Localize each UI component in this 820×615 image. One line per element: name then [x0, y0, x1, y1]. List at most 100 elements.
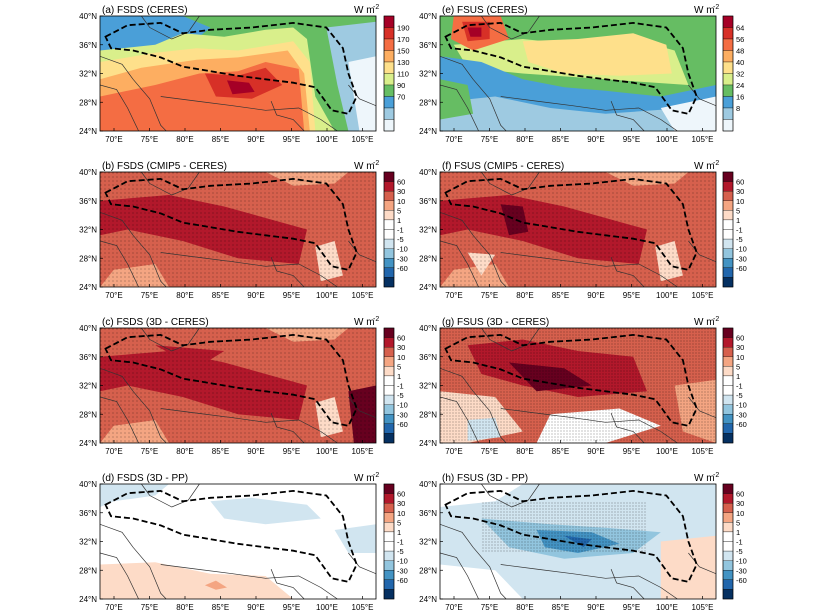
colorbar-swatch	[383, 493, 395, 504]
lon-tick-label: 105°E	[692, 447, 714, 456]
colorbar-label: -5	[736, 391, 743, 400]
significance-stipple	[440, 172, 716, 287]
border-line	[100, 396, 139, 443]
lon-tick-label: 100°E	[656, 447, 678, 456]
lat-tick-label: 32°N	[79, 382, 97, 391]
colorbar-label: 10	[397, 353, 405, 362]
colorbar-label: 1	[736, 372, 740, 381]
border-line	[270, 412, 305, 443]
field-contour	[204, 580, 227, 590]
colorbar-label: -10	[736, 401, 747, 410]
lon-tick-label: 95°E	[623, 135, 640, 144]
plateau-outline	[104, 21, 358, 115]
field-contour	[227, 80, 255, 95]
colorbar-label: -60	[736, 420, 747, 429]
plateau-outline	[104, 489, 358, 583]
colorbar-label: 10	[397, 509, 405, 518]
colorbar-label: 1	[736, 216, 740, 225]
lon-tick-label: 100°E	[316, 291, 338, 300]
colorbar-label: 110	[397, 70, 409, 79]
field-contour	[348, 56, 376, 131]
colorbar-frame	[722, 15, 734, 132]
lat-tick-label: 24°N	[419, 127, 437, 136]
colorbar-frame	[722, 171, 734, 288]
colorbar-swatch	[383, 229, 395, 240]
colorbar-label: -60	[397, 264, 408, 273]
colorbar-swatch	[383, 73, 395, 86]
map-field	[100, 172, 376, 287]
colorbar-swatch	[383, 38, 395, 51]
colorbar-swatch	[722, 258, 734, 268]
colorbar-swatch	[383, 107, 395, 120]
colorbar-label: -5	[397, 235, 404, 244]
colorbar-swatch	[383, 414, 395, 424]
lon-tick-label: 80°E	[516, 135, 533, 144]
lat-tick-label: 40°N	[79, 324, 97, 333]
lat-tick-label: 28°N	[419, 410, 437, 419]
colorbar-swatch	[722, 503, 734, 513]
lon-tick-label: 90°E	[247, 603, 264, 612]
colorbar-label: 190	[397, 24, 410, 33]
panel-title: (c) FSDS (3D - CERES)	[102, 317, 209, 328]
colorbar-swatch	[722, 589, 734, 600]
border-line	[610, 100, 645, 131]
border-line	[481, 16, 540, 40]
map-field	[100, 328, 376, 443]
border-line	[688, 240, 716, 263]
units-label: W m	[694, 161, 715, 172]
lon-tick-label: 95°E	[623, 291, 640, 300]
lat-tick-label: 32°N	[419, 70, 437, 79]
border-line	[481, 484, 540, 508]
lon-tick-label: 95°E	[283, 447, 300, 456]
colorbar-swatch	[722, 375, 734, 386]
lon-tick-label: 105°E	[692, 291, 714, 300]
lon-tick-label: 85°E	[552, 291, 569, 300]
border-line	[440, 552, 479, 599]
colorbar-label: 1	[736, 528, 740, 537]
colorbar-label: 60	[736, 178, 744, 187]
colorbar-label: 150	[397, 47, 410, 56]
map-panel-f: (f) FSUS (CMIP5 - CERES) W m-2 40°N 36°N 32°…	[419, 160, 747, 300]
border-line	[348, 240, 376, 263]
border-line	[141, 328, 200, 352]
lon-tick-label: 100°E	[656, 291, 678, 300]
lon-tick-label: 75°E	[481, 603, 498, 612]
units-label: W m	[354, 317, 375, 328]
colorbar-label: 10	[736, 197, 744, 206]
colorbar-label: -30	[397, 566, 408, 575]
field-contour	[440, 96, 716, 131]
colorbar-label: 30	[736, 343, 744, 352]
colorbar-swatch	[722, 550, 734, 561]
colorbar-swatch	[383, 512, 395, 523]
border-line	[610, 256, 645, 287]
lon-tick-label: 105°E	[352, 135, 374, 144]
colorbar-label: 16	[736, 93, 744, 102]
lat-tick-label: 40°N	[79, 12, 97, 21]
border-line	[610, 568, 645, 599]
colorbar-swatch	[722, 267, 734, 278]
colorbar-label: 64	[736, 24, 744, 33]
field-contour	[522, 33, 672, 76]
colorbar-swatch	[722, 423, 734, 434]
colorbar-frame	[383, 483, 395, 600]
lon-tick-label: 100°E	[316, 447, 338, 456]
significance-stipple	[481, 501, 647, 553]
lat-tick-label: 28°N	[419, 98, 437, 107]
lon-tick-label: 85°E	[212, 291, 229, 300]
colorbar-swatch	[722, 181, 734, 192]
lat-tick-label: 40°N	[79, 480, 97, 489]
map-field	[100, 484, 376, 599]
map-panel-b: (b) FSDS (CMIP5 - CERES) W m-2 40°N 36°N 32°…	[79, 160, 408, 300]
colorbar-label: 1	[397, 372, 401, 381]
colorbar-swatch	[722, 541, 734, 552]
lat-tick-label: 32°N	[419, 382, 437, 391]
colorbar-swatch	[722, 579, 734, 590]
colorbar-label: 5	[736, 206, 740, 215]
colorbar-swatch	[383, 210, 395, 221]
lon-tick-label: 85°E	[552, 135, 569, 144]
panel-title: (b) FSDS (CMIP5 - CERES)	[102, 161, 227, 172]
border-line	[100, 55, 167, 131]
plateau-outline	[444, 177, 698, 271]
